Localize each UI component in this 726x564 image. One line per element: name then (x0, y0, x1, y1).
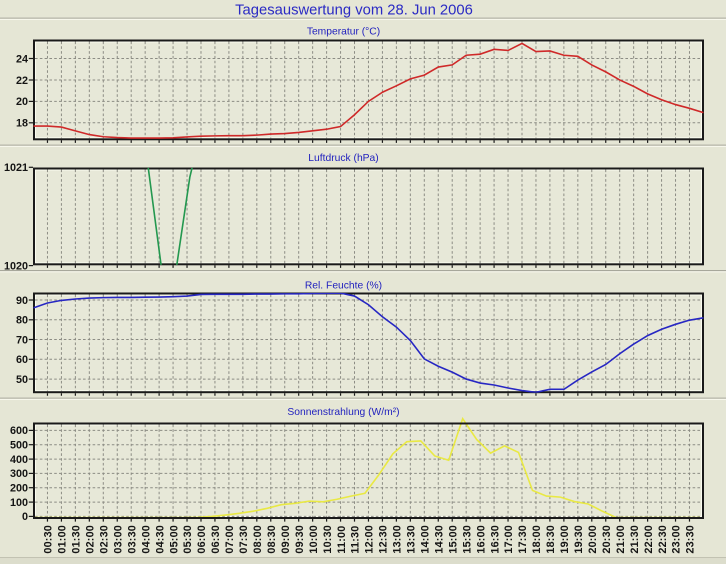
svg-text:06:00: 06:00 (196, 525, 208, 554)
svg-text:16:30: 16:30 (489, 525, 501, 554)
svg-text:07:30: 07:30 (238, 525, 250, 554)
svg-text:22: 22 (16, 75, 28, 87)
svg-text:18:00: 18:00 (531, 525, 543, 554)
svg-text:05:30: 05:30 (182, 525, 194, 554)
svg-text:16:00: 16:00 (475, 525, 487, 554)
svg-text:18:30: 18:30 (545, 525, 557, 554)
svg-text:12:30: 12:30 (378, 525, 390, 554)
svg-text:200: 200 (10, 483, 28, 495)
svg-text:21:30: 21:30 (629, 525, 641, 554)
svg-text:09:30: 09:30 (294, 525, 306, 554)
svg-text:500: 500 (10, 440, 28, 452)
svg-text:09:00: 09:00 (280, 525, 292, 554)
svg-text:15:30: 15:30 (461, 525, 473, 554)
svg-text:01:30: 01:30 (71, 525, 83, 554)
svg-text:Luftdruck (hPa): Luftdruck (hPa) (308, 153, 378, 164)
svg-text:11:30: 11:30 (350, 526, 362, 554)
svg-text:04:00: 04:00 (140, 525, 152, 554)
svg-text:22:30: 22:30 (657, 525, 669, 554)
svg-text:17:00: 17:00 (503, 525, 515, 554)
svg-text:23:00: 23:00 (671, 525, 683, 554)
svg-text:Temperatur (°C): Temperatur (°C) (307, 26, 380, 37)
svg-text:13:30: 13:30 (406, 525, 418, 554)
svg-text:400: 400 (10, 454, 28, 466)
svg-text:02:30: 02:30 (98, 525, 110, 554)
svg-text:11:00: 11:00 (336, 526, 348, 554)
svg-text:17:30: 17:30 (517, 525, 529, 554)
svg-text:20:30: 20:30 (601, 525, 613, 554)
svg-text:08:00: 08:00 (252, 525, 264, 554)
svg-text:80: 80 (16, 315, 28, 327)
svg-text:22:00: 22:00 (643, 525, 655, 554)
svg-text:90: 90 (16, 295, 28, 307)
svg-text:60: 60 (16, 354, 28, 366)
svg-text:15:00: 15:00 (447, 525, 459, 554)
svg-text:07:00: 07:00 (224, 525, 236, 554)
svg-text:10:30: 10:30 (322, 525, 334, 554)
svg-text:19:30: 19:30 (573, 525, 585, 554)
svg-text:20:00: 20:00 (587, 525, 599, 554)
svg-text:10:00: 10:00 (308, 525, 320, 554)
svg-text:Sonnenstrahlung (W/m²): Sonnenstrahlung (W/m²) (287, 407, 399, 418)
svg-text:03:30: 03:30 (126, 525, 138, 554)
svg-text:20: 20 (16, 96, 28, 108)
svg-text:21:00: 21:00 (615, 525, 627, 554)
svg-text:05:00: 05:00 (168, 525, 180, 554)
svg-text:04:30: 04:30 (154, 525, 166, 554)
svg-text:600: 600 (10, 425, 28, 437)
svg-text:50: 50 (16, 374, 28, 386)
svg-text:Rel. Feuchte (%): Rel. Feuchte (%) (305, 280, 382, 291)
svg-text:03:00: 03:00 (112, 525, 124, 554)
svg-text:06:30: 06:30 (210, 525, 222, 554)
svg-text:70: 70 (16, 334, 28, 346)
svg-text:0: 0 (22, 511, 28, 523)
svg-text:19:00: 19:00 (559, 525, 571, 554)
svg-text:13:00: 13:00 (392, 525, 404, 554)
svg-text:00:30: 00:30 (43, 525, 55, 554)
svg-text:14:30: 14:30 (433, 525, 445, 554)
svg-text:18: 18 (16, 118, 28, 130)
svg-text:1021: 1021 (4, 162, 28, 174)
svg-text:12:00: 12:00 (364, 525, 376, 554)
svg-text:300: 300 (10, 468, 28, 480)
svg-text:23:30: 23:30 (685, 525, 697, 554)
svg-text:24: 24 (16, 53, 28, 65)
svg-text:02:00: 02:00 (85, 525, 97, 554)
svg-text:01:00: 01:00 (57, 525, 69, 554)
svg-text:1020: 1020 (4, 260, 28, 272)
svg-text:100: 100 (10, 497, 28, 509)
svg-text:14:00: 14:00 (420, 525, 432, 554)
svg-text:08:30: 08:30 (266, 525, 278, 554)
svg-text:Tagesauswertung vom 28. Jun 20: Tagesauswertung vom 28. Jun 2006 (235, 2, 473, 18)
